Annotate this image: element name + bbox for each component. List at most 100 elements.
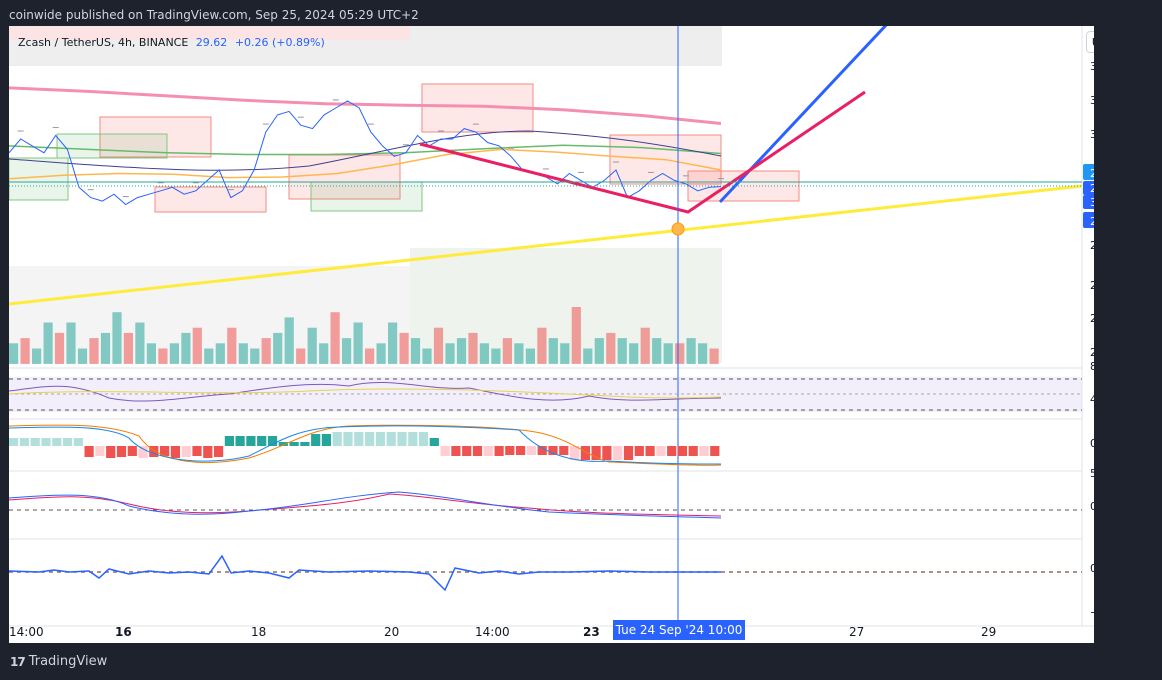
chart-svg[interactable]: 33.00 32.00 31.00 28.00 27.00 26.20 25.4080.00… — [9, 26, 1094, 643]
price-scale[interactable]: 33.00 32.00 31.00 28.00 27.00 26.20 25.4080.00… — [1090, 60, 1094, 619]
oscillator-bar — [365, 432, 375, 446]
ma-orange-line — [9, 148, 722, 180]
oscillator-bar — [170, 446, 180, 458]
volume-bar — [468, 332, 478, 364]
zone-red-2[interactable] — [154, 186, 267, 213]
zone-red-3[interactable] — [288, 154, 401, 200]
time-tick-label: 14:00 — [475, 625, 510, 639]
oscillator-bar — [106, 446, 116, 458]
symbol-bar[interactable]: Zcash / TetherUS, 4h, BINANCE 29.62 +0.2… — [18, 36, 325, 49]
oscillator-bar — [116, 446, 127, 457]
volume-bar — [709, 348, 719, 364]
trendline-yellow[interactable] — [9, 184, 1083, 306]
volume-bar — [100, 332, 111, 364]
symbol-price: 29.62 — [195, 36, 228, 49]
oscillator-bar — [138, 446, 148, 458]
volume-bar — [525, 348, 535, 364]
oscillator-bar — [429, 438, 439, 446]
volume-bar — [319, 343, 329, 364]
price-tick-label: 26.20 — [1090, 312, 1094, 325]
tradingview-footer[interactable]: 17 TradingView — [10, 654, 107, 669]
indicator-tick-label: 0.00 — [1090, 437, 1094, 450]
trendline-blue[interactable] — [718, 26, 889, 204]
oscillator-bar — [311, 434, 321, 446]
volume-bar — [342, 338, 352, 364]
volume-bar — [365, 348, 375, 364]
price-badge-countdown — [1083, 195, 1094, 209]
volume-bar — [422, 348, 432, 364]
oscillator-bar — [634, 446, 644, 456]
tradingview-logo-icon: 17 — [10, 654, 26, 669]
oscillator-bar — [257, 436, 267, 446]
volume-bar — [54, 332, 65, 364]
oscillator-bar — [418, 432, 429, 446]
oscillator-bar — [483, 446, 493, 456]
macd-signal — [9, 493, 722, 517]
price-badge-crosshair — [1083, 212, 1094, 228]
volume-bar — [227, 327, 237, 364]
volume-bar — [629, 343, 639, 364]
oscillator-bar — [710, 446, 720, 456]
volume-bar — [491, 348, 501, 364]
volume-bar — [215, 343, 225, 364]
oscillator-bar — [623, 446, 634, 460]
oscillator-bar — [52, 438, 62, 446]
oscillator-bar — [62, 438, 73, 446]
oscillator-bar — [149, 446, 159, 457]
oscillator-bar — [181, 446, 191, 457]
oscillator-bar — [451, 446, 461, 456]
symbol-name: Zcash / TetherUS, 4h, BINANCE — [18, 36, 189, 49]
volume-bar — [112, 312, 122, 364]
volume-bar — [617, 338, 627, 364]
volume-bar — [686, 338, 696, 364]
time-tick-label: 20 — [384, 625, 399, 639]
oscillator-bar — [30, 438, 40, 446]
indicator-tick-label: −40.00 — [1090, 606, 1094, 619]
zone-green-1[interactable] — [9, 157, 69, 201]
zone-green-2[interactable] — [56, 133, 168, 159]
oscillator-bar — [699, 446, 709, 456]
chart-area[interactable]: 33.00 32.00 31.00 28.00 27.00 26.20 25.4080.00… — [9, 26, 1094, 643]
zone-red-5[interactable] — [609, 134, 722, 185]
oscillator-bar — [656, 446, 666, 456]
volume-bar — [594, 338, 604, 364]
trendline-pink[interactable] — [419, 90, 866, 214]
volume-bar — [250, 348, 260, 364]
volume-bar — [296, 348, 306, 364]
oscillator-bar — [667, 446, 677, 456]
price-tick-label: 25.40 — [1090, 346, 1094, 359]
oscillator-bar — [537, 446, 547, 455]
volume-bar — [261, 338, 271, 364]
oscillator-bar — [688, 446, 698, 456]
tradingview-brand: TradingView — [28, 654, 108, 669]
symbol-change: +0.26 (+0.89%) — [234, 36, 325, 49]
price-badge-label: 30:45 — [1090, 196, 1094, 209]
osc-orange — [9, 424, 722, 466]
crosshair-time-label: Tue 24 Sep '24 10:00 — [615, 623, 743, 637]
volume-bar — [307, 327, 317, 364]
momentum-line — [9, 554, 721, 592]
oscillator-bar — [214, 446, 224, 457]
oscillator-bar — [494, 446, 504, 456]
oscillator-bar — [440, 446, 450, 456]
oscillator-bar — [548, 446, 558, 455]
rsi-line — [9, 382, 722, 402]
ma-pink-line — [9, 86, 722, 125]
time-tick-label: 14:00 — [9, 625, 44, 639]
volume-bar — [433, 327, 444, 364]
volume-bar — [652, 338, 662, 364]
oscillator-bar — [192, 446, 202, 456]
oscillator-bar — [321, 434, 331, 446]
volume-bar — [89, 338, 99, 364]
oscillator-bar — [332, 432, 342, 446]
volume-bar — [410, 338, 421, 364]
crosshair-dot — [671, 222, 685, 236]
oscillator-bar — [570, 446, 580, 460]
oscillator-bar — [397, 432, 407, 446]
oscillator-bar — [203, 446, 213, 458]
price-tick-label: 27.00 — [1090, 279, 1094, 292]
time-axis[interactable]: 14:00 16 18 20 14:00 23 27 29 — [9, 625, 996, 639]
oscillator-bar — [300, 442, 310, 446]
currency-button[interactable]: USDT — [1086, 31, 1094, 53]
cloud-top-red — [9, 26, 410, 40]
